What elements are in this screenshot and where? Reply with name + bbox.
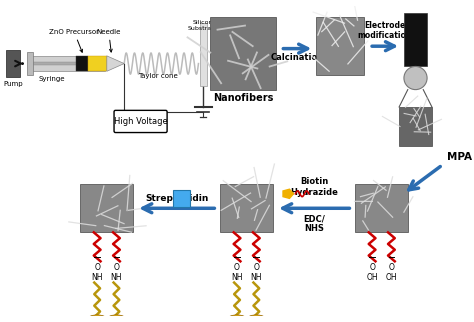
Text: High Voltage: High Voltage (114, 117, 167, 126)
Ellipse shape (89, 315, 106, 322)
Bar (247, 318, 265, 322)
Text: NH: NH (91, 273, 103, 282)
Bar (89, 318, 106, 322)
Bar (404, 14, 427, 66)
Bar (210, 17, 276, 90)
Bar (220, 184, 273, 232)
Bar (76, 56, 88, 71)
Bar (80, 184, 133, 232)
Bar (30, 62, 88, 65)
Text: Syringe: Syringe (38, 76, 65, 82)
Ellipse shape (228, 315, 246, 322)
Text: Streptavidin: Streptavidin (145, 194, 209, 204)
Text: O: O (113, 263, 119, 272)
Text: Needle: Needle (97, 29, 121, 52)
Text: NH: NH (111, 273, 122, 282)
Circle shape (404, 66, 427, 90)
Ellipse shape (247, 315, 265, 322)
Text: Electrode
modification: Electrode modification (357, 21, 412, 41)
Bar (88, 56, 107, 71)
Text: O: O (254, 263, 259, 272)
Text: O: O (234, 263, 240, 272)
Text: Silicon
Substrate: Silicon Substrate (188, 20, 219, 31)
Text: OH: OH (366, 273, 378, 282)
Polygon shape (283, 189, 293, 198)
Text: Calcination: Calcination (271, 53, 324, 62)
Text: NH: NH (231, 273, 243, 282)
Text: O: O (94, 263, 100, 272)
Text: Taylor cone: Taylor cone (138, 73, 178, 79)
Bar (173, 190, 190, 207)
Text: Biotin
Hydrazide: Biotin Hydrazide (290, 177, 338, 197)
FancyBboxPatch shape (114, 110, 167, 133)
Text: Pump: Pump (3, 81, 23, 87)
Text: ZnO Precursor: ZnO Precursor (49, 29, 99, 52)
Bar (355, 184, 408, 232)
Text: NH: NH (251, 273, 262, 282)
Text: O: O (389, 263, 394, 272)
Bar (201, 23, 207, 86)
Bar (108, 318, 125, 322)
Bar (399, 107, 432, 146)
Text: MPA: MPA (447, 152, 473, 162)
Text: O: O (369, 263, 375, 272)
Bar (228, 318, 246, 322)
Text: OH: OH (385, 273, 397, 282)
Bar (27, 56, 105, 71)
Bar (7, 50, 20, 77)
Text: Nanofibers: Nanofibers (213, 92, 273, 102)
Bar (27, 52, 33, 75)
Text: EDC/
NHS: EDC/ NHS (303, 214, 325, 233)
Bar (316, 17, 365, 75)
Polygon shape (107, 56, 124, 71)
Ellipse shape (108, 315, 125, 322)
